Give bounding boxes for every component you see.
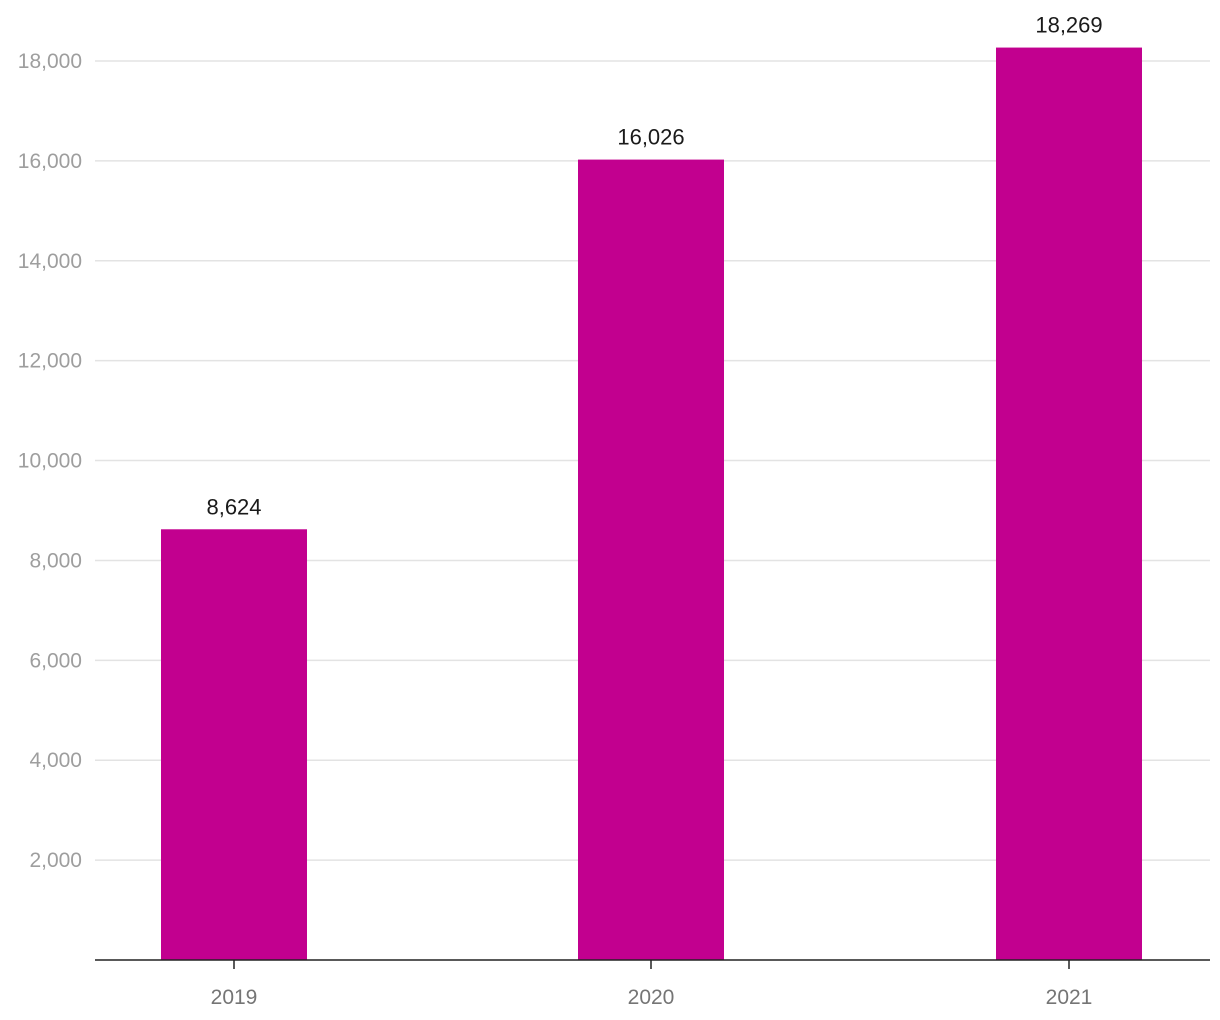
data-label-2019: 8,624 (206, 494, 261, 519)
bar-2019 (161, 529, 307, 960)
y-tick-label: 18,000 (18, 50, 82, 73)
x-tick-label-2020: 2020 (628, 986, 675, 1009)
x-tick-label-2019: 2019 (211, 986, 258, 1009)
data-label-2020: 16,026 (617, 125, 684, 150)
bars (161, 47, 1142, 961)
x-axis-ticks: 2019 2020 2021 (211, 960, 1093, 1009)
y-tick-label: 10,000 (18, 450, 82, 473)
y-tick-label: 12,000 (18, 350, 82, 373)
y-tick-label: 16,000 (18, 150, 82, 173)
y-tick-label: 6,000 (29, 649, 82, 672)
bar-2020 (578, 159, 724, 960)
data-label-2021: 18,269 (1035, 13, 1102, 38)
bar-2021 (996, 47, 1142, 961)
y-tick-label: 8,000 (29, 549, 82, 572)
data-labels: 8,624 16,026 18,269 (206, 13, 1102, 520)
y-tick-label: 14,000 (18, 250, 82, 273)
y-tick-label: 4,000 (29, 749, 82, 772)
y-axis-tick-labels: 2,000 4,000 6,000 8,000 10,000 12,000 14,000 16… (18, 50, 82, 872)
y-tick-label: 2,000 (29, 849, 82, 872)
x-tick-label-2021: 2021 (1046, 986, 1093, 1009)
